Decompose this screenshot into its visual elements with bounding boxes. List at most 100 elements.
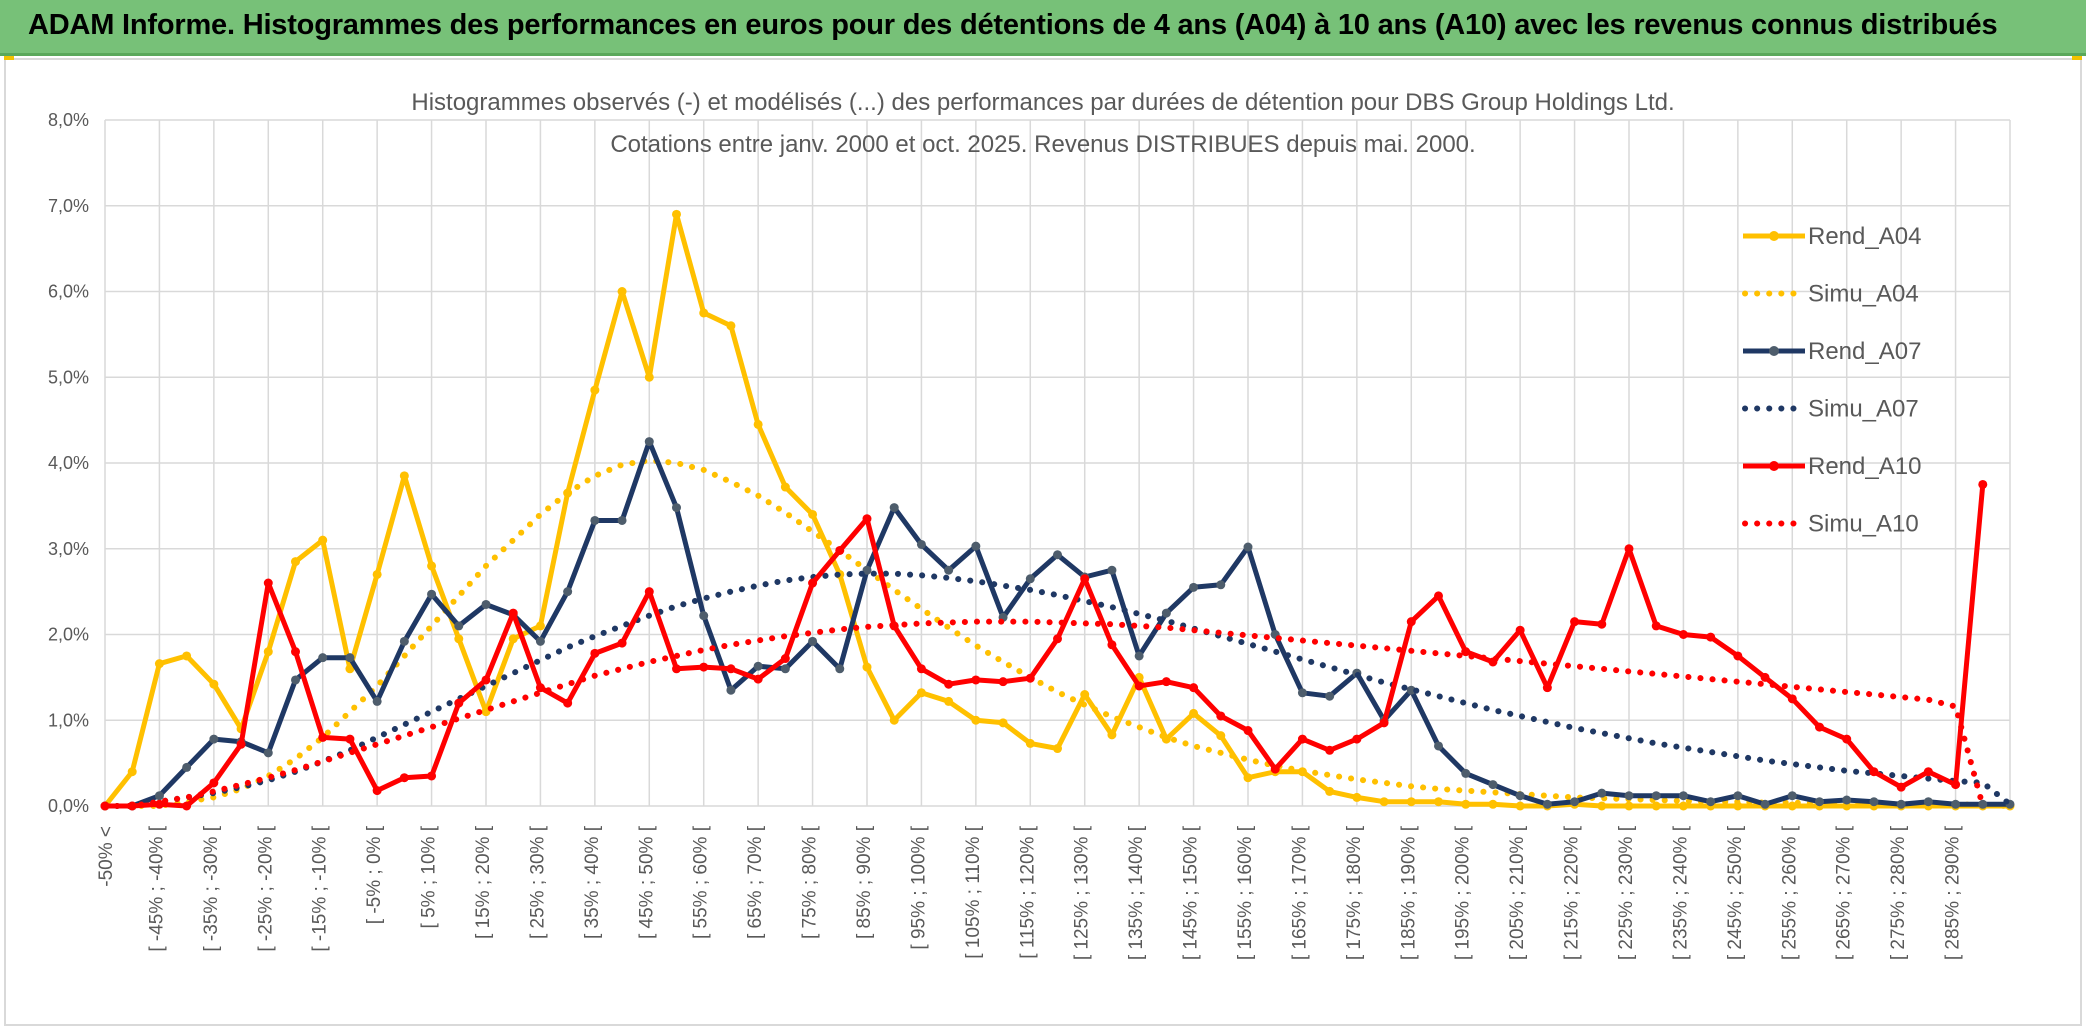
gridlines [104, 119, 2011, 807]
point-Rend_A07 [318, 653, 328, 663]
point-Rend_A07 [535, 636, 545, 646]
point-Rend_A07 [1434, 741, 1443, 751]
point-Rend_A04 [1189, 708, 1199, 718]
point-Rend_A10 [1434, 591, 1443, 601]
chart-frame [4, 58, 2082, 1026]
x-tick-label: [ 225% ; 230% [ [1616, 825, 1637, 960]
legend-item-Rend_A10: Rend_A10 [1743, 453, 1921, 480]
point-Rend_A10 [1842, 734, 1852, 744]
frame-corner-right [2072, 56, 2082, 60]
point-Rend_A07 [1597, 788, 1607, 798]
point-Rend_A04 [862, 662, 872, 672]
point-Rend_A10 [182, 801, 192, 811]
y-tick-label: 7,0% [48, 196, 89, 216]
header-banner: ADAM Informe. Histogrammes des performan… [0, 0, 2086, 56]
point-Rend_A07 [1951, 799, 1961, 809]
point-Rend_A04 [1624, 801, 1634, 811]
point-Rend_A04 [590, 385, 600, 395]
point-Rend_A04 [1053, 744, 1062, 754]
point-Rend_A10 [263, 578, 273, 588]
point-Rend_A10 [1624, 544, 1634, 554]
point-Rend_A04 [427, 561, 437, 571]
point-Rend_A04 [780, 482, 790, 492]
point-Rend_A07 [291, 675, 300, 685]
point-Rend_A10 [1651, 621, 1661, 631]
point-Rend_A10 [1461, 647, 1471, 657]
chart-subtitle: Cotations entre janv. 2000 et oct. 2025.… [610, 131, 1475, 158]
point-Rend_A10 [372, 786, 382, 796]
point-Rend_A04 [699, 308, 709, 318]
y-tick-label: 0,0% [48, 796, 89, 816]
point-Rend_A07 [1787, 791, 1797, 801]
point-Rend_A10 [808, 578, 818, 588]
point-Rend_A04 [1379, 797, 1389, 807]
legend: Rend_A04 Simu_A04 Rend_A07 Simu_A07 Rend_A10… [1742, 223, 1921, 538]
point-Rend_A04 [726, 321, 736, 331]
point-Rend_A04 [291, 557, 300, 567]
point-Rend_A10 [617, 638, 627, 648]
point-Rend_A04 [998, 718, 1008, 728]
point-Rend_A10 [1161, 677, 1171, 687]
point-Rend_A07 [862, 565, 872, 575]
point-Rend_A10 [1570, 617, 1580, 627]
point-Rend_A10 [399, 773, 409, 783]
point-Rend_A04 [318, 535, 328, 545]
point-Rend_A10 [318, 732, 328, 742]
point-Rend_A04 [1488, 799, 1498, 809]
series-Simu_A10 [102, 618, 1986, 809]
point-Rend_A07 [1297, 688, 1307, 698]
point-Rend_A07 [617, 515, 627, 525]
legend-item-Rend_A04: Rend_A04 [1743, 223, 1921, 250]
point-Rend_A07 [1869, 797, 1879, 807]
point-Rend_A07 [209, 734, 219, 744]
point-Rend_A04 [508, 634, 518, 644]
point-Rend_A07 [1488, 780, 1498, 790]
series-Rend_A04 [100, 209, 2015, 811]
line-Rend_A04 [103, 211, 2010, 809]
point-Rend_A07 [1923, 797, 1933, 807]
point-Rend_A04 [1025, 738, 1035, 748]
point-Rend_A04 [1216, 731, 1226, 741]
point-Rend_A07 [644, 437, 654, 447]
y-tick-label: 5,0% [48, 367, 89, 387]
point-Rend_A10 [1733, 651, 1743, 661]
x-tick-label: [ 5% ; 10% [ [419, 825, 440, 928]
point-Rend_A10 [1189, 683, 1199, 693]
legend-item-Simu_A07: Simu_A07 [1742, 396, 1919, 423]
point-Rend_A10 [1325, 745, 1335, 755]
x-tick-label: [ 135% ; 140% [ [1126, 825, 1147, 960]
x-tick-label: [ 115% ; 120% [ [1017, 825, 1038, 958]
point-Rend_A04 [1080, 690, 1090, 700]
point-Rend_A10 [998, 677, 1008, 687]
legend-item-Simu_A10: Simu_A10 [1742, 511, 1919, 538]
x-tick-label: [ 275% ; 280% [ [1888, 825, 1909, 960]
point-Rend_A07 [1678, 791, 1688, 801]
point-Rend_A10 [1297, 734, 1307, 744]
point-Rend_A07 [1706, 797, 1716, 807]
point-Rend_A04 [209, 679, 219, 689]
point-Rend_A04 [1678, 801, 1688, 811]
point-Rend_A07 [808, 636, 818, 646]
point-Rend_A04 [535, 621, 545, 631]
x-tick-label: [ 35% ; 40% [ [582, 825, 603, 939]
x-tick-label: [ 75% ; 80% [ [800, 825, 821, 939]
y-tick-label: 6,0% [48, 282, 89, 302]
point-Rend_A07 [1624, 791, 1634, 801]
point-Rend_A07 [427, 589, 437, 599]
point-Rend_A07 [1243, 542, 1253, 552]
point-Rend_A04 [454, 634, 464, 644]
point-Rend_A07 [1815, 797, 1824, 807]
point-Rend_A07 [1053, 550, 1062, 560]
point-Rend_A04 [1787, 801, 1797, 811]
x-tick-label: [ 65% ; 70% [ [745, 825, 766, 939]
point-Rend_A04 [1434, 797, 1443, 807]
x-tick-label: -50% < [96, 826, 117, 887]
point-Rend_A10 [1243, 726, 1253, 736]
point-Rend_A04 [672, 209, 681, 219]
point-Rend_A07 [1161, 608, 1171, 618]
point-Rend_A07 [1406, 685, 1416, 695]
point-Rend_A10 [535, 683, 545, 693]
point-Rend_A04 [1651, 801, 1661, 811]
point-Rend_A07 [1733, 791, 1743, 801]
x-tick-label: [ 255% ; 260% [ [1779, 825, 1800, 960]
